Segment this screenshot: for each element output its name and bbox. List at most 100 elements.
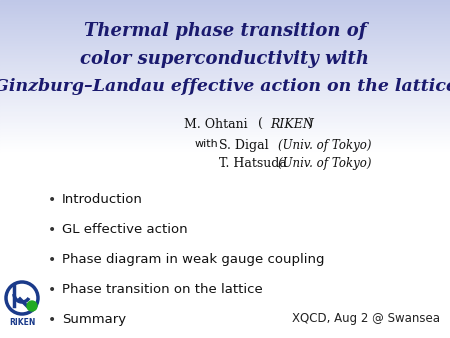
Bar [0,33,450,35]
Bar [0,132,450,134]
Bar [0,18,450,20]
Bar [0,56,450,58]
Bar [0,123,450,125]
Bar [0,110,450,111]
Bar [0,79,450,80]
Bar [0,106,450,108]
Bar [0,119,450,120]
Bar [0,21,450,23]
Bar [0,0,450,1]
Bar [0,82,450,83]
Bar [0,1,450,3]
Bar [0,88,450,90]
Text: XQCD, Aug 2 @ Swansea: XQCD, Aug 2 @ Swansea [292,312,440,325]
Bar [0,35,450,37]
Bar [0,38,450,40]
Bar [0,117,450,119]
Bar [0,70,450,71]
Bar [0,47,450,49]
Bar [0,97,450,99]
Bar [0,126,450,128]
Circle shape [27,301,37,311]
Bar [0,100,450,102]
Bar [0,67,450,68]
Text: RIKEN: RIKEN [9,318,35,327]
Bar [0,113,450,114]
Bar [0,143,450,144]
Bar [0,102,450,103]
Bar [0,73,450,74]
Text: •: • [48,253,56,267]
Bar [0,116,450,117]
Bar [0,20,450,21]
Bar [0,32,450,33]
Bar [0,108,450,110]
Text: M. Ohtani: M. Ohtani [184,118,248,131]
Bar [0,58,450,59]
Bar [0,6,450,7]
Text: Phase diagram in weak gauge coupling: Phase diagram in weak gauge coupling [62,253,324,266]
Bar [0,77,450,79]
Text: GL effective action: GL effective action [62,223,188,236]
Bar [0,105,450,106]
Bar [0,135,450,137]
Bar [0,10,450,12]
Bar [0,74,450,76]
Bar [0,53,450,55]
Text: Thermal phase transition of: Thermal phase transition of [84,22,366,40]
Bar [0,140,450,141]
Bar [0,37,450,38]
Bar [0,43,450,44]
Bar [0,83,450,85]
Bar [0,94,450,96]
Bar [0,52,450,53]
Bar [0,44,450,46]
Bar [0,46,450,47]
Bar [0,87,450,88]
Bar [0,146,450,147]
Text: (Univ. of Tokyo): (Univ. of Tokyo) [278,139,372,152]
Text: S. Digal: S. Digal [219,139,269,152]
Bar [0,65,450,67]
Text: with: with [195,139,219,149]
Bar [0,125,450,126]
Bar [0,23,450,24]
Text: Summary: Summary [62,313,126,326]
Bar [0,55,450,56]
Bar [0,76,450,77]
Text: Ginzburg–Landau effective action on the lattice: Ginzburg–Landau effective action on the … [0,78,450,95]
Bar [0,85,450,87]
Bar [0,41,450,43]
Bar [0,96,450,97]
Bar [0,122,450,123]
Text: (: ( [250,118,267,131]
Bar [0,152,450,338]
Bar [0,149,450,150]
Bar [0,30,450,32]
Text: T. Hatsuda: T. Hatsuda [219,157,287,170]
Bar [0,40,450,41]
Text: (Univ. of Tokyo): (Univ. of Tokyo) [278,157,372,170]
Bar [0,80,450,82]
Bar [0,147,450,149]
Bar [0,141,450,143]
Bar [0,27,450,29]
Bar [0,137,450,138]
Bar [0,24,450,26]
Bar [0,14,450,15]
Text: RIKEN: RIKEN [270,118,314,131]
Bar [0,131,450,132]
Bar [0,15,450,17]
Bar [0,17,450,18]
Bar [0,114,450,116]
Text: Phase transition on the lattice: Phase transition on the lattice [62,283,263,296]
Bar [0,128,450,129]
Bar [0,26,450,27]
Bar [0,103,450,105]
Bar [0,3,450,4]
Bar [0,91,450,93]
Bar [0,99,450,100]
Bar [0,50,450,52]
Bar [0,134,450,135]
Bar [0,90,450,91]
